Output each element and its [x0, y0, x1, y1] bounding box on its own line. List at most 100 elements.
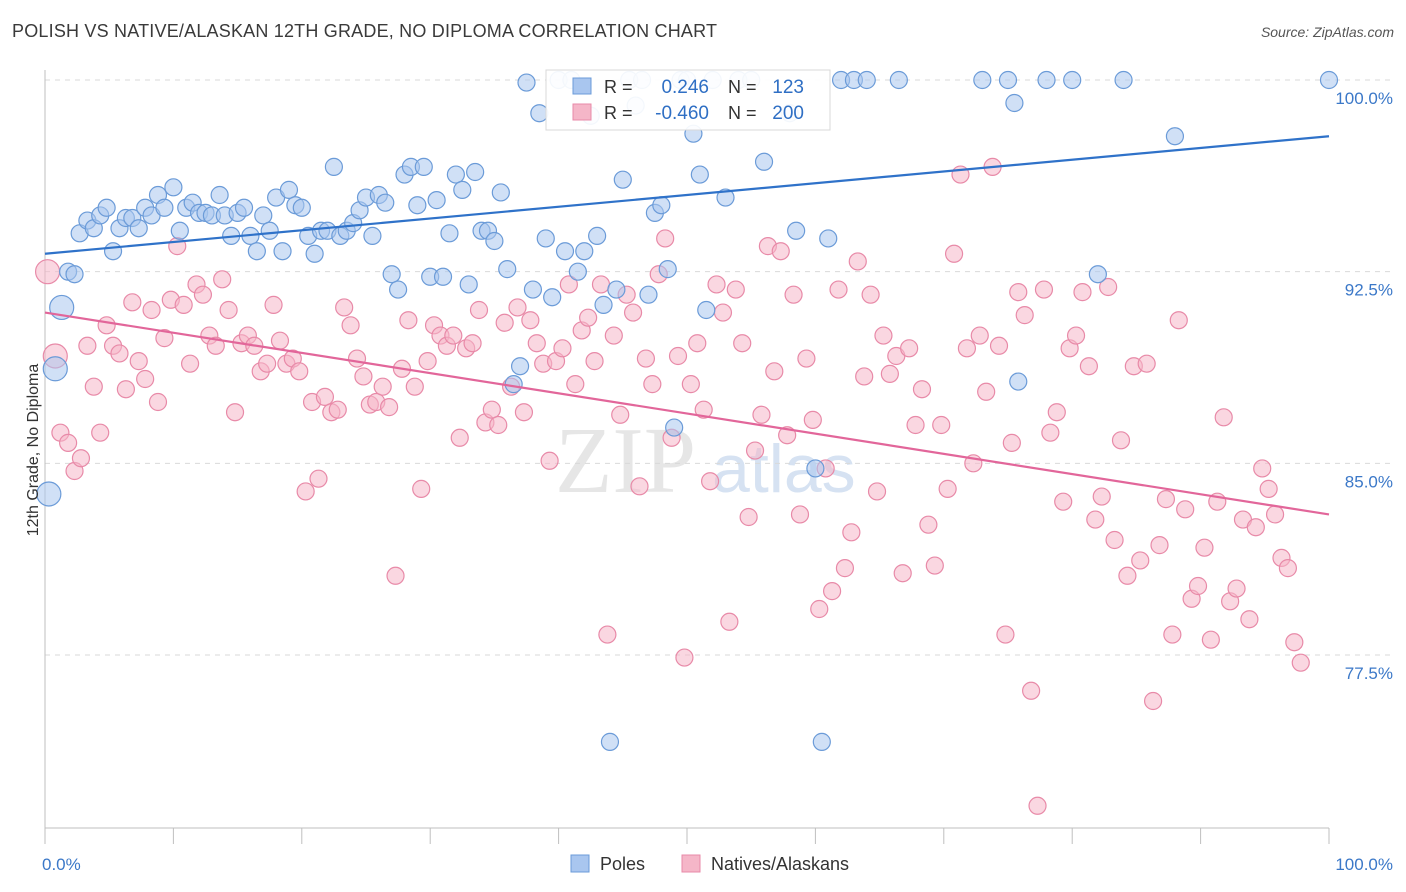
natives-point: [335, 298, 354, 317]
x-tick-label: 0.0%: [42, 855, 81, 874]
tick-labels: 77.5% 85.0% 92.5% 100.0% 0.0% 100.0%: [42, 89, 1393, 874]
y-axis-title: 12th Grade, No Diploma: [25, 364, 42, 537]
poles-point: [652, 196, 671, 215]
natives-point: [855, 367, 874, 386]
natives-point: [1163, 625, 1182, 644]
natives-point: [765, 362, 784, 381]
poles-point: [806, 459, 825, 478]
natives-point: [1259, 479, 1278, 498]
natives-point: [1118, 566, 1137, 585]
poles-point: [446, 165, 465, 184]
natives-point: [1041, 423, 1060, 442]
natives-point: [579, 308, 598, 327]
natives-point: [469, 300, 489, 320]
natives-point: [906, 415, 925, 435]
natives-point: [213, 270, 232, 289]
natives-point: [142, 300, 161, 320]
poles-point: [889, 70, 908, 90]
natives-point: [713, 303, 733, 322]
natives-point: [1240, 610, 1259, 629]
natives-point: [489, 415, 508, 435]
poles-point: [210, 185, 229, 205]
natives-point: [861, 285, 880, 304]
natives-point: [848, 252, 867, 271]
poles-point: [1114, 70, 1133, 90]
natives-point: [668, 346, 688, 366]
natives-point: [1099, 277, 1118, 297]
legend-poles-label: Poles: [600, 854, 645, 874]
natives-point: [341, 316, 360, 335]
natives-point: [566, 375, 585, 394]
natives-point: [874, 326, 893, 345]
natives-point: [880, 364, 899, 383]
poles-point: [459, 275, 478, 294]
natives-point: [1188, 576, 1208, 596]
natives-point: [656, 229, 675, 248]
natives-point: [752, 405, 771, 424]
natives-point: [1028, 796, 1047, 815]
natives-point: [521, 311, 540, 330]
natives-point: [354, 367, 373, 386]
natives-point: [893, 564, 912, 583]
poles-point: [36, 481, 62, 507]
poles-point: [164, 178, 183, 197]
natives-point: [559, 275, 578, 294]
poles-point: [1088, 265, 1107, 284]
natives-point: [264, 295, 283, 314]
natives-point: [180, 354, 200, 373]
natives-point: [110, 344, 129, 363]
natives-point: [803, 410, 822, 429]
natives-point: [129, 352, 148, 371]
poles-point: [812, 732, 831, 751]
natives-point: [1079, 357, 1098, 376]
natives-point: [225, 403, 245, 422]
natives-point: [996, 625, 1015, 644]
natives-point: [1169, 311, 1188, 330]
poles-point: [690, 165, 709, 184]
poles-point: [414, 157, 433, 176]
natives-point: [623, 303, 643, 322]
poles-point: [510, 357, 530, 376]
natives-point: [1073, 283, 1092, 302]
natives-point: [1176, 500, 1195, 519]
natives-point: [726, 280, 745, 299]
poles-point: [279, 180, 299, 199]
natives-point: [1086, 510, 1105, 529]
natives-point: [771, 242, 790, 261]
natives-point: [900, 339, 919, 358]
poles-point: [389, 280, 408, 299]
natives-point: [148, 392, 168, 412]
natives-point: [733, 334, 752, 353]
natives-point: [797, 349, 816, 368]
poles-point: [600, 732, 620, 751]
natives-point: [444, 326, 463, 345]
natives-point: [636, 349, 656, 368]
poles-point: [155, 198, 174, 217]
poles-point: [273, 242, 292, 261]
natives-point: [219, 300, 238, 320]
y-tick-label: 85.0%: [1345, 472, 1393, 491]
stats-poles-n-value: 123: [772, 77, 804, 98]
stats-natives-n-value: 200: [772, 103, 804, 124]
natives-point: [412, 479, 431, 498]
natives-point: [1278, 559, 1298, 578]
natives-point: [1105, 530, 1124, 550]
natives-point: [1092, 487, 1111, 506]
stats-natives-r-value: -0.460: [655, 103, 709, 124]
natives-point: [1009, 283, 1028, 302]
natives-point: [822, 582, 842, 601]
poles-point: [857, 70, 876, 90]
natives-point: [1265, 505, 1285, 524]
natives-point: [867, 482, 887, 501]
natives-point: [919, 515, 938, 534]
poles-point: [754, 152, 774, 171]
y-tick-label: 92.5%: [1345, 281, 1393, 300]
natives-point: [1034, 280, 1054, 299]
stats-poles-r-value: 0.246: [661, 77, 709, 98]
natives-point: [932, 415, 951, 435]
poles-point: [433, 267, 453, 286]
natives-point: [1054, 492, 1073, 511]
natives-point: [97, 316, 116, 335]
poles-point: [498, 260, 517, 279]
poles-point: [363, 226, 382, 245]
